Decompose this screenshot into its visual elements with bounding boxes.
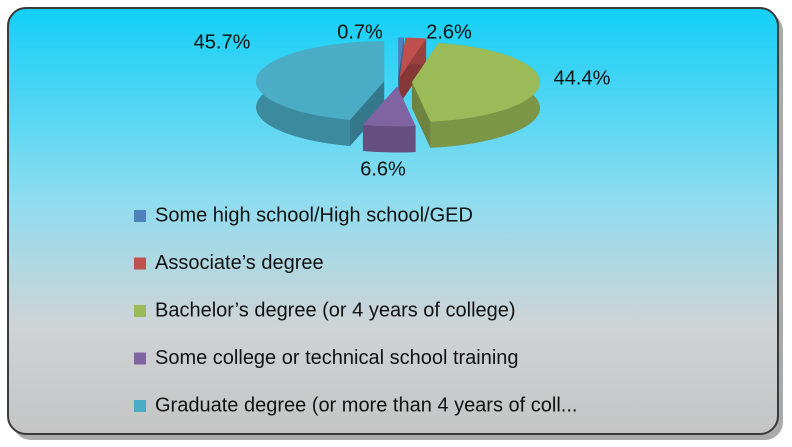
legend: Some high school/High school/GED Associat… xyxy=(134,204,577,416)
legend-swatch xyxy=(134,257,146,270)
data-label: 6.6% xyxy=(360,158,406,180)
legend-label: Some high school/High school/GED xyxy=(155,204,473,226)
slice xyxy=(399,37,427,78)
slice xyxy=(411,42,540,122)
slice xyxy=(398,37,404,78)
legend-swatch xyxy=(134,352,146,365)
legend-label: Graduate degree (or more than 4 years of… xyxy=(155,394,577,416)
legend-label: Associate’s degree xyxy=(155,252,324,274)
pie xyxy=(256,37,540,153)
slice xyxy=(256,41,385,120)
slice xyxy=(362,86,416,127)
data-label: 2.6% xyxy=(426,21,472,43)
legend-label: Bachelor’s degree (or 4 years of college… xyxy=(155,299,516,321)
data-label: 45.7% xyxy=(194,31,251,53)
slice-side xyxy=(349,81,385,146)
legend-label: Some college or technical school trainin… xyxy=(155,347,519,369)
data-label: 44.4% xyxy=(554,67,611,89)
legend-swatch xyxy=(134,305,146,317)
data-label: 0.7% xyxy=(337,21,383,43)
legend-swatch xyxy=(134,400,146,412)
slice-wall xyxy=(362,124,416,153)
slice-side xyxy=(411,82,431,148)
chart-frame xyxy=(7,7,779,435)
legend-swatch xyxy=(134,210,146,222)
